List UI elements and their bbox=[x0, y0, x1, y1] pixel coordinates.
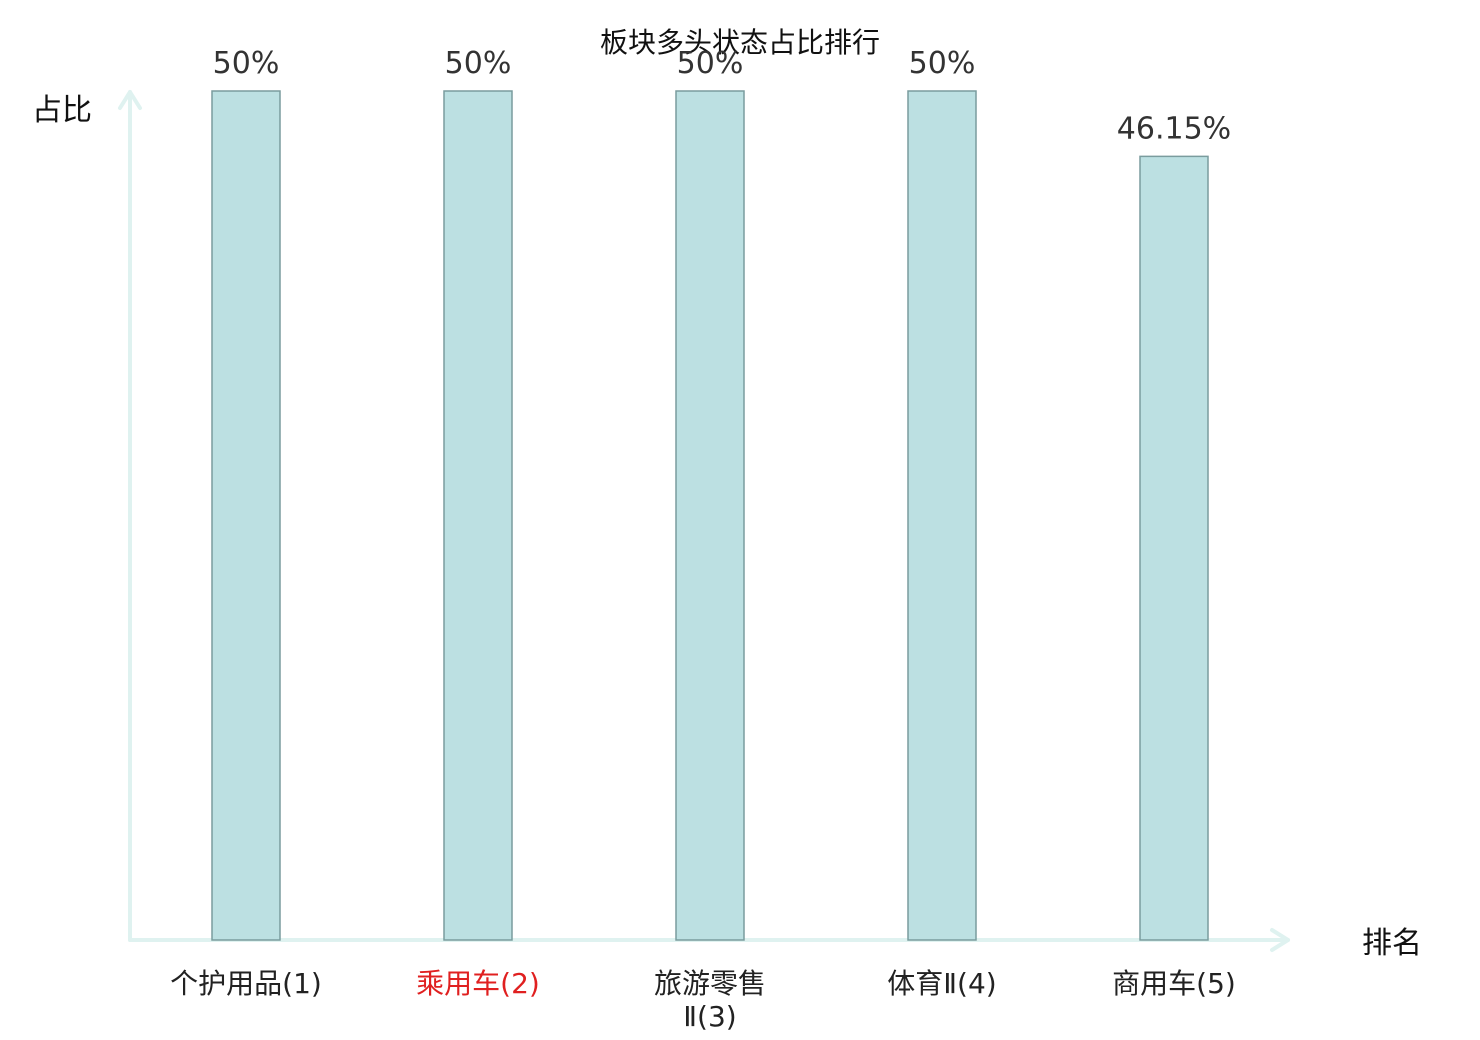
x-axis-title: 排名 bbox=[1362, 926, 1422, 961]
y-axis-title: 占比 bbox=[32, 93, 92, 128]
category-label-3: 旅游零售 Ⅱ(3) bbox=[654, 967, 766, 1033]
bar-5 bbox=[1139, 155, 1209, 941]
y-axis bbox=[118, 90, 142, 942]
bars-group bbox=[211, 90, 1209, 941]
category-labels-group: 个护用品(1) 乘用车(2) 旅游零售 Ⅱ(3) 体育Ⅱ(4) 商用车(5) bbox=[170, 967, 1236, 1033]
category-label-2: 乘用车(2) bbox=[416, 967, 540, 1000]
category-label-5: 商用车(5) bbox=[1112, 967, 1236, 1000]
value-label-3: 50% bbox=[677, 46, 744, 81]
value-labels-group: 50% 50% 50% 50% 46.15% bbox=[213, 46, 1232, 146]
category-label-1: 个护用品(1) bbox=[170, 967, 322, 1000]
value-label-1: 50% bbox=[213, 46, 280, 81]
chart-title: 板块多头状态占比排行 bbox=[600, 26, 880, 59]
bar-3 bbox=[675, 90, 745, 941]
bar-1 bbox=[211, 90, 281, 941]
value-label-4: 50% bbox=[909, 46, 976, 81]
bar-4 bbox=[907, 90, 977, 941]
category-label-4: 体育Ⅱ(4) bbox=[887, 967, 996, 1000]
bar-2 bbox=[443, 90, 513, 941]
value-label-2: 50% bbox=[445, 46, 512, 81]
value-label-5: 46.15% bbox=[1117, 111, 1231, 146]
